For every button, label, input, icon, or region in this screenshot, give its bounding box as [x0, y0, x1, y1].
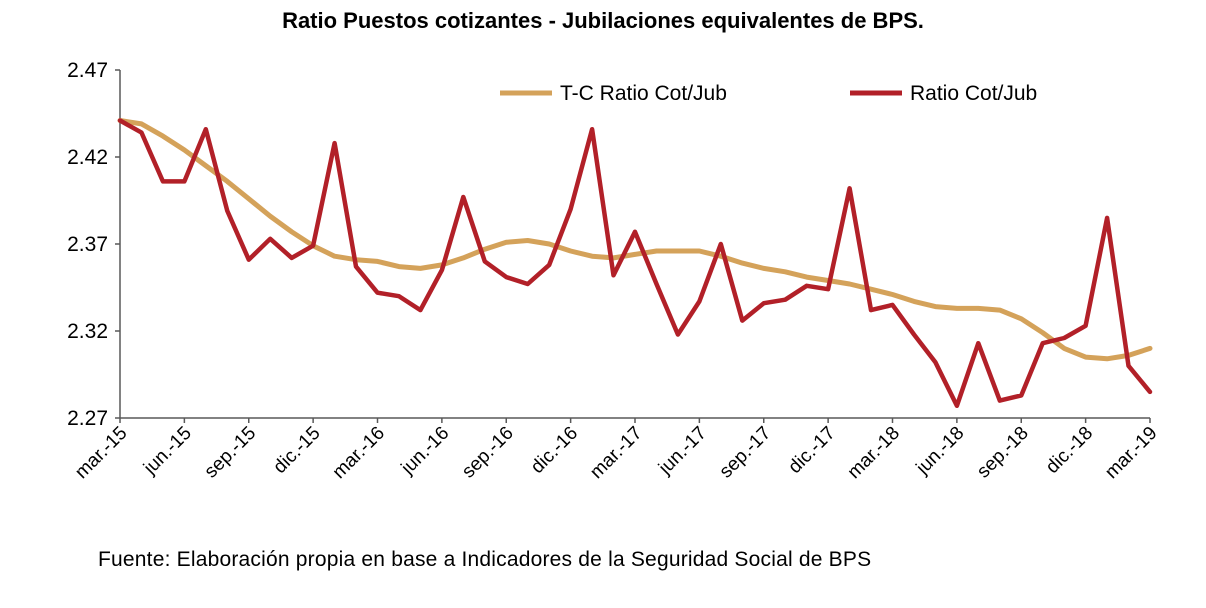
legend-label: Ratio Cot/Jub: [910, 82, 1037, 105]
y-tick-label: 2.32: [67, 320, 108, 343]
x-tick-label: sep.-18: [973, 423, 1033, 483]
series-line-ratio: [117, 118, 1153, 409]
y-tick-label: 2.47: [67, 59, 108, 82]
x-tick-label: sep.-17: [716, 423, 776, 483]
series-line-trend: [117, 118, 1153, 362]
x-tick-label: jun.-16: [397, 423, 454, 480]
x-tick-label: dic.-16: [527, 423, 582, 478]
x-tick-label: sep.-16: [458, 423, 518, 483]
source-note: Fuente: Elaboración propia en base a Ind…: [98, 548, 872, 571]
legend: T-C Ratio Cot/Jub Ratio Cot/Jub: [500, 82, 1037, 105]
x-tick-label: mar.-17: [586, 423, 646, 483]
x-axis-ticks: mar.-15 jun.-15 sep.-15 dic.-15 mar.-16 jun.-…: [71, 418, 1162, 483]
x-tick-label: jun.-18: [912, 423, 969, 480]
x-tick-label: jun.-15: [139, 423, 196, 480]
x-tick-label: dic.-17: [784, 423, 839, 478]
y-tick-label: 2.27: [67, 407, 108, 430]
x-tick-label: jun.-17: [654, 423, 711, 480]
series-lines: [117, 118, 1153, 409]
y-axis-ticks: 2.47 2.42 2.37 2.32 2.27: [67, 59, 120, 430]
y-tick-label: 2.37: [67, 233, 108, 256]
x-tick-label: dic.-18: [1042, 423, 1097, 478]
x-tick-label: mar.-18: [844, 423, 904, 483]
x-tick-label: mar.-15: [71, 423, 131, 483]
x-tick-label: mar.-16: [329, 423, 389, 483]
y-tick-label: 2.42: [67, 146, 108, 169]
chart-title: Ratio Puestos cotizantes - Jubilaciones …: [282, 8, 924, 33]
x-tick-label: mar.-19: [1101, 423, 1161, 483]
legend-label: T-C Ratio Cot/Jub: [560, 82, 727, 105]
x-tick-label: dic.-15: [269, 423, 324, 478]
x-tick-label: sep.-15: [201, 423, 261, 483]
